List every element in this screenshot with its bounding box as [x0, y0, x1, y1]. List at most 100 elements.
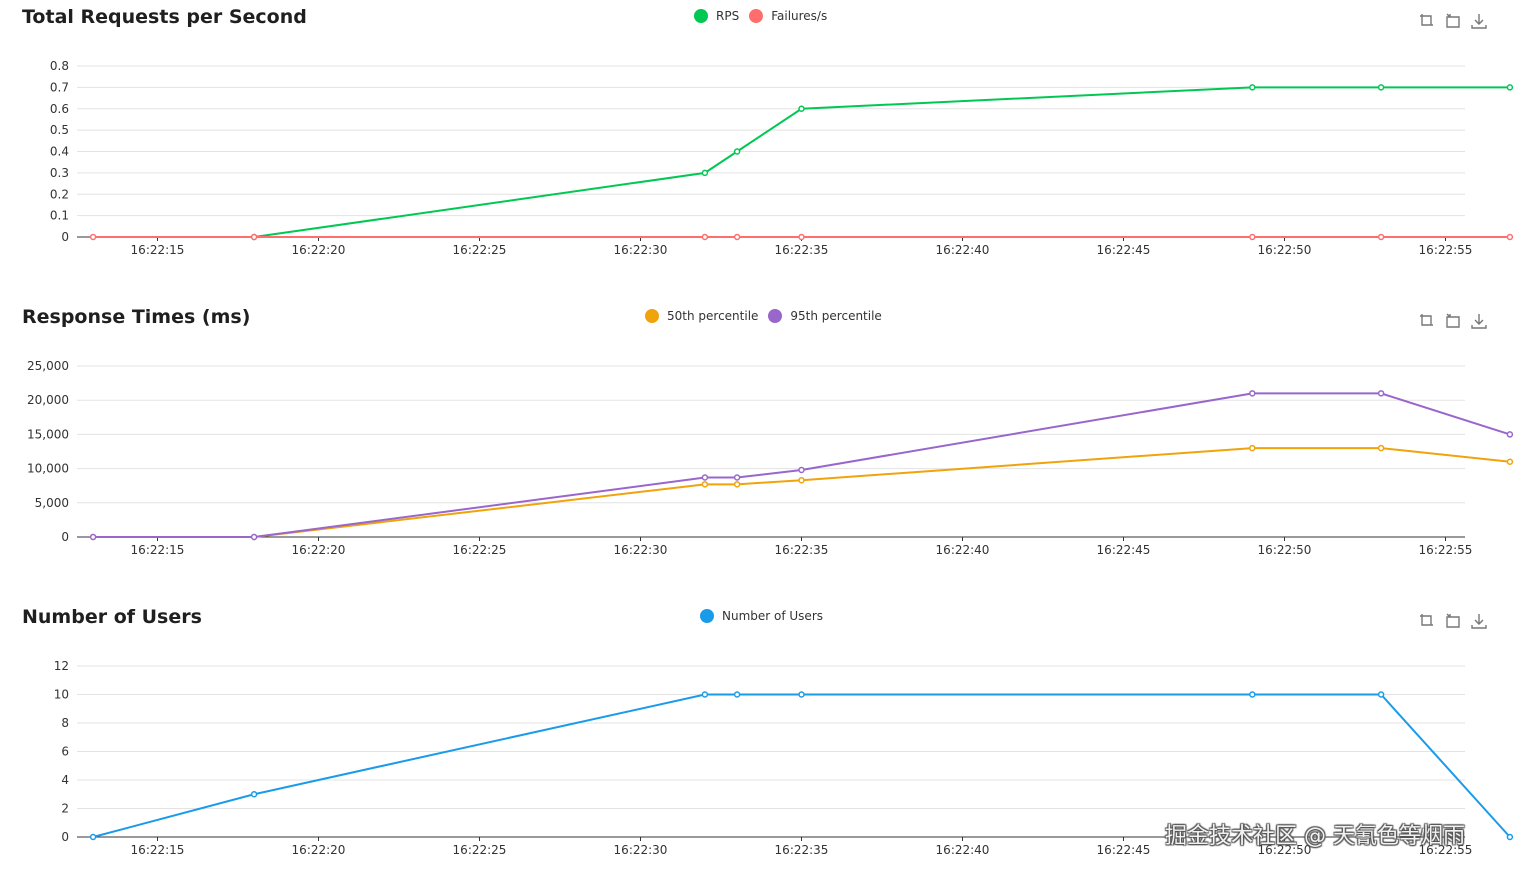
data-point[interactable] — [733, 481, 741, 488]
data-point[interactable] — [798, 476, 805, 484]
y-tick-label: 20,000 — [27, 393, 69, 407]
data-point[interactable] — [1249, 691, 1256, 698]
series-line — [93, 447, 1511, 538]
legend-item[interactable]: 95th percentile — [768, 309, 882, 323]
data-point[interactable] — [733, 148, 741, 155]
data-point[interactable] — [250, 533, 258, 541]
data-point[interactable] — [1506, 84, 1514, 91]
restore-zoom-icon[interactable] — [1418, 12, 1436, 30]
legend-item[interactable]: Failures/s — [749, 9, 827, 23]
zoom-icon[interactable] — [1444, 12, 1462, 30]
zoom-icon[interactable] — [1444, 612, 1462, 630]
x-tick-label: 16:22:40 — [936, 543, 990, 557]
x-tick-label: 16:22:40 — [936, 843, 990, 857]
chart-legend: Number of Users — [700, 609, 823, 623]
download-icon[interactable] — [1470, 612, 1488, 630]
data-point[interactable] — [1249, 444, 1256, 452]
data-point[interactable] — [733, 691, 741, 698]
y-tick-label: 0 — [61, 830, 69, 844]
data-point[interactable] — [1506, 431, 1514, 438]
data-point[interactable] — [1506, 833, 1514, 841]
plot-area: 0 0.1 0.2 0.3 0.4 0.5 0.6 0.7 0.8 16:22:15 16:22:2… — [50, 59, 1514, 257]
x-tick-label: 16:22:30 — [614, 843, 668, 857]
data-point[interactable] — [250, 791, 258, 798]
data-point[interactable] — [89, 833, 97, 841]
x-tick-label: 16:22:30 — [614, 243, 668, 257]
data-point[interactable] — [1506, 233, 1514, 241]
y-tick-label: 0 — [61, 530, 69, 544]
data-point[interactable] — [733, 474, 741, 481]
y-tick-label: 25,000 — [27, 359, 69, 373]
data-point[interactable] — [1377, 691, 1385, 698]
x-tick-label: 16:22:45 — [1097, 843, 1151, 857]
x-tick-label: 16:22:50 — [1258, 543, 1312, 557]
restore-zoom-icon[interactable] — [1418, 312, 1436, 330]
legend-item[interactable]: Number of Users — [700, 609, 823, 623]
data-point[interactable] — [701, 233, 709, 241]
data-point[interactable] — [1249, 233, 1256, 241]
data-point[interactable] — [1377, 233, 1385, 241]
legend-item[interactable]: 50th percentile — [645, 309, 758, 323]
x-tick-label: 16:22:35 — [775, 543, 829, 557]
data-point[interactable] — [701, 169, 709, 177]
data-point[interactable] — [1377, 444, 1385, 452]
download-icon[interactable] — [1470, 12, 1488, 30]
restore-zoom-icon[interactable] — [1418, 612, 1436, 630]
x-tick-label: 16:22:45 — [1097, 243, 1151, 257]
chart-panel-2: Response Times (ms) 50th percentile 95th p… — [0, 300, 1525, 590]
zoom-icon[interactable] — [1444, 312, 1462, 330]
data-point[interactable] — [733, 233, 741, 241]
legend-swatch-icon — [749, 9, 764, 23]
y-tick-label: 0.5 — [50, 123, 69, 137]
data-point[interactable] — [798, 466, 805, 474]
data-point[interactable] — [1506, 458, 1514, 466]
data-point[interactable] — [1249, 390, 1256, 397]
data-point[interactable] — [798, 105, 805, 112]
data-point[interactable] — [89, 533, 97, 541]
data-point[interactable] — [250, 233, 258, 241]
data-point[interactable] — [1377, 390, 1385, 397]
data-point[interactable] — [701, 481, 709, 488]
plot-area: 0 5,000 10,000 15,000 20,000 25,000 16:22:15 16… — [27, 359, 1514, 557]
y-tick-label: 0.4 — [50, 145, 69, 159]
legend-label: 50th percentile — [667, 309, 759, 323]
chart-title: Total Requests per Second — [22, 6, 307, 28]
x-tick-label: 16:22:35 — [775, 243, 829, 257]
data-point[interactable] — [701, 474, 709, 481]
x-tick-label: 16:22:20 — [292, 243, 346, 257]
data-point[interactable] — [798, 691, 805, 698]
series-line — [93, 392, 1511, 538]
x-tick-label: 16:22:15 — [131, 243, 185, 257]
legend-item[interactable]: RPS — [694, 9, 739, 23]
x-tick-label: 16:22:15 — [131, 843, 185, 857]
chart-panel-1: Total Requests per Second RPS Failures/s 0 0… — [0, 0, 1525, 290]
x-tick-label: 16:22:45 — [1097, 543, 1151, 557]
legend-swatch-icon — [700, 609, 714, 623]
y-tick-label: 0.1 — [50, 209, 69, 223]
legend-label: 95th percentile — [790, 309, 882, 323]
y-tick-label: 0.6 — [50, 102, 69, 116]
x-tick-label: 16:22:50 — [1258, 843, 1312, 857]
data-point[interactable] — [1249, 84, 1256, 91]
y-tick-label: 2 — [61, 802, 69, 816]
y-tick-label: 6 — [61, 745, 69, 759]
y-tick-label: 4 — [61, 773, 69, 787]
y-tick-label: 8 — [61, 716, 69, 730]
data-point[interactable] — [701, 691, 709, 698]
x-tick-label: 16:22:25 — [453, 543, 507, 557]
y-tick-label: 0.8 — [50, 59, 69, 73]
chart-title: Response Times (ms) — [22, 306, 251, 328]
y-tick-label: 0.3 — [50, 166, 69, 180]
legend-label: RPS — [716, 9, 740, 23]
y-tick-label: 10 — [54, 688, 69, 702]
legend-label: Failures/s — [771, 9, 828, 23]
data-point[interactable] — [1377, 84, 1385, 91]
x-tick-label: 16:22:20 — [292, 543, 346, 557]
x-tick-label: 16:22:55 — [1419, 843, 1473, 857]
series-line — [253, 86, 1510, 238]
data-point[interactable] — [89, 233, 97, 241]
download-icon[interactable] — [1470, 312, 1488, 330]
data-point[interactable] — [798, 233, 805, 241]
legend-swatch-icon — [768, 309, 783, 323]
x-tick-label: 16:22:25 — [453, 843, 507, 857]
